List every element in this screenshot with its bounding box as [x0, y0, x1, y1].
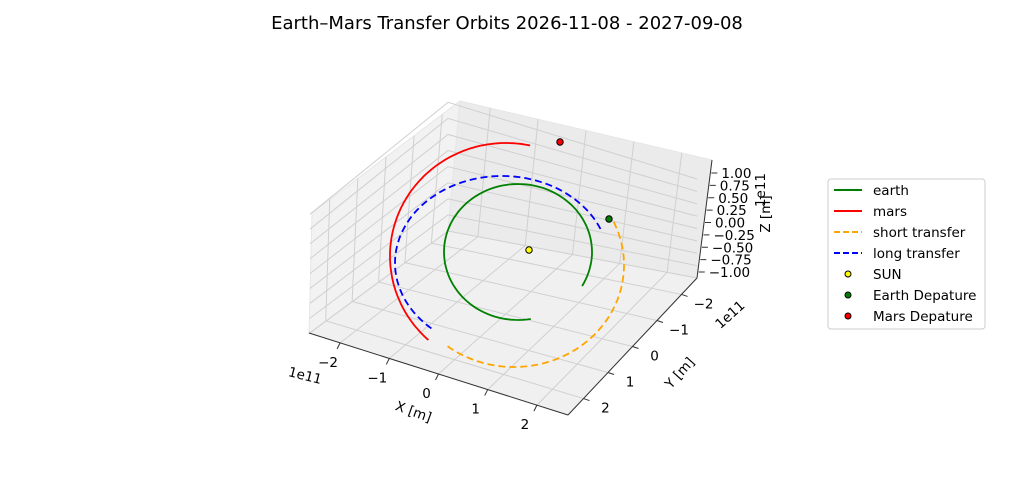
tick-group: −2−1012−2−1012−1.00−0.75−0.50−0.250.000.… [318, 166, 755, 433]
x-axis-label: X [m] [393, 398, 433, 426]
chart-title: Earth–Mars Transfer Orbits 2026-11-08 - … [271, 13, 743, 34]
x-tick-label-2: 0 [422, 386, 431, 402]
gridline-z-1 [309, 214, 698, 319]
legend-point-label-0: SUN [873, 267, 902, 283]
gridline-z-6 [309, 133, 698, 245]
z-tick-label-4: 0.00 [715, 216, 745, 232]
marker-sun [525, 246, 533, 254]
gridline-z-8 [309, 101, 698, 215]
gridline-z-5 [309, 150, 698, 260]
gridline-z-2 [309, 198, 698, 304]
y-tick-mark-1 [656, 319, 664, 323]
legend-marker-0 [844, 270, 852, 278]
legend-label-3: long transfer [873, 246, 960, 262]
y-tick-mark-0 [681, 293, 688, 297]
z-offset-text: 1e11 [753, 173, 769, 207]
z-tick-label-0: −1.00 [709, 265, 750, 281]
legend-point-label-2: Mars Depature [873, 309, 973, 325]
gridline-z-3 [309, 182, 698, 289]
y-axis-label: Y [m] [661, 355, 698, 393]
marker-earth-depature [605, 215, 613, 223]
legend-point-label-1: Earth Depature [873, 288, 976, 304]
x-offset-text: 1e11 [286, 364, 323, 388]
marker-mars-depature [556, 138, 564, 146]
y-tick-label-1: −1 [669, 322, 689, 338]
legend-label-2: short transfer [873, 225, 966, 241]
x-tick-label-1: −1 [367, 370, 387, 386]
z-axis-label: Z [m] [758, 195, 774, 232]
series-group [389, 142, 625, 368]
z-tick-label-1: −0.75 [710, 253, 751, 269]
x-tick-label-3: 1 [471, 402, 480, 418]
z-tick-label-3: −0.25 [713, 228, 754, 244]
series-mars [389, 142, 531, 341]
series-earth [443, 183, 593, 321]
z-axis-line [696, 159, 713, 279]
series-long-transfer [394, 175, 602, 330]
legend-box [827, 178, 986, 330]
gridline-y-0 [325, 199, 584, 400]
gridline-z-4 [309, 166, 698, 274]
y-tick-label-3: 1 [626, 375, 635, 391]
z-tick-label-2: −0.50 [712, 240, 753, 256]
x-tick-label-0: −2 [318, 355, 338, 371]
z-tick-label-8: 1.00 [721, 166, 751, 182]
gridline-z-7 [309, 117, 698, 230]
y-tick-mark-2 [632, 346, 639, 349]
y-tick-mark-4 [583, 398, 590, 402]
y-tick-label-4: 2 [601, 401, 610, 417]
x-tick-mark-2 [435, 373, 439, 381]
z-tick-label-5: 0.25 [717, 203, 747, 219]
legend-marker-1 [844, 291, 852, 299]
z-tick-label-6: 0.50 [718, 191, 748, 207]
marker-group [525, 138, 613, 254]
y-tick-label-0: −2 [694, 296, 714, 312]
legend: earth mars short transfer long transfer SUN E… [827, 178, 986, 330]
legend-marker-2 [844, 312, 852, 320]
y-tick-label-2: 0 [650, 349, 659, 365]
series-short-transfer [445, 221, 625, 368]
x-tick-mark-1 [385, 358, 390, 365]
x-tick-mark-3 [484, 389, 489, 396]
x-tick-mark-0 [336, 342, 341, 350]
legend-label-1: mars [873, 204, 907, 220]
y-offset-text: 1e11 [712, 298, 748, 333]
y-tick-mark-3 [607, 372, 615, 376]
x-tick-label-4: 2 [521, 417, 530, 433]
x-tick-mark-4 [533, 404, 538, 412]
legend-label-0: earth [873, 183, 909, 199]
z-tick-label-7: 0.75 [720, 178, 750, 194]
